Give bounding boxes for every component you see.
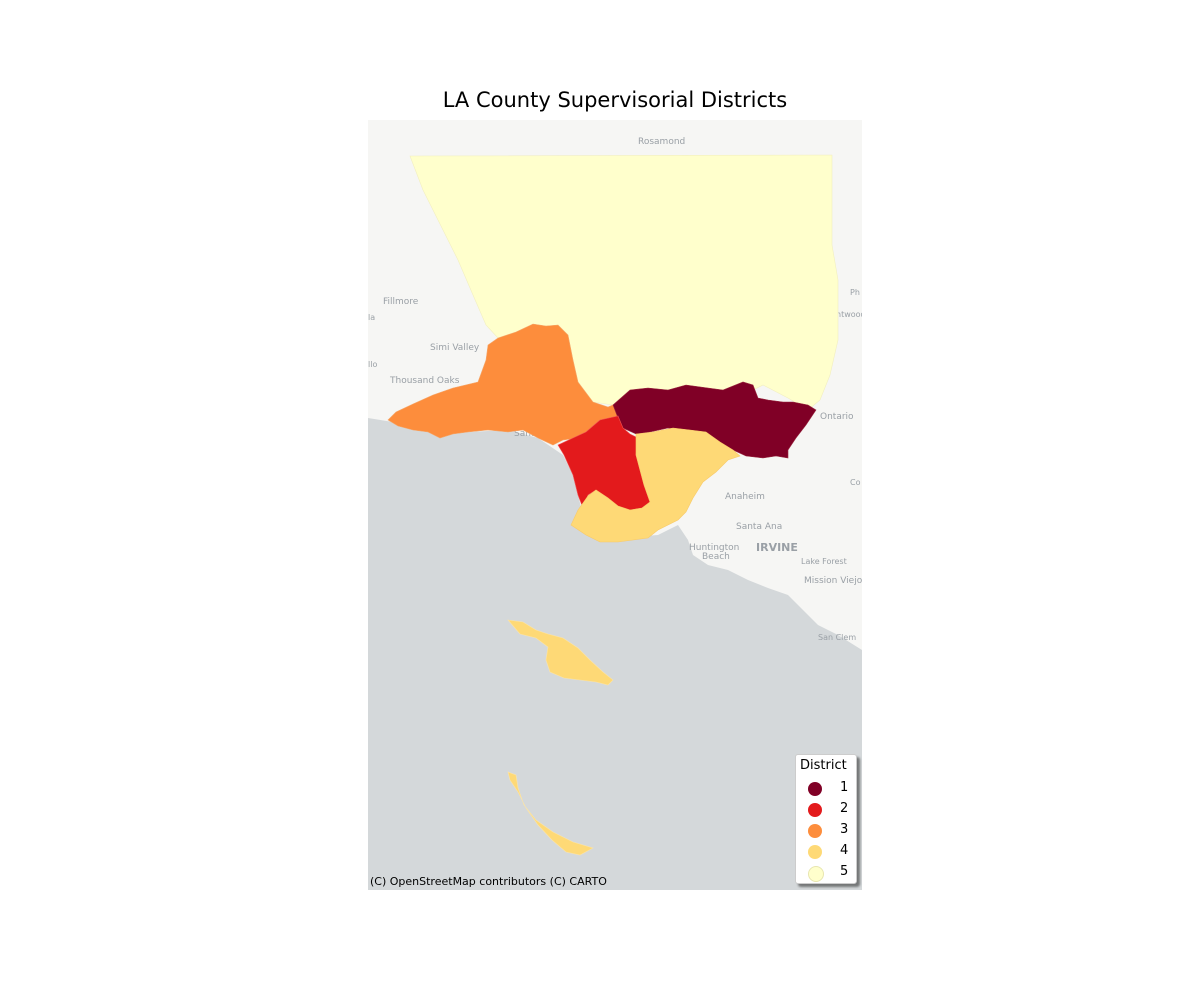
ocean	[368, 418, 862, 890]
label-co: Co	[850, 478, 861, 487]
legend-title: District	[800, 758, 847, 773]
san-clemente-island	[507, 771, 594, 856]
label-santa: Santa	[514, 429, 540, 439]
legend-marker-5	[808, 866, 824, 882]
map-canvas: Rosamond Fillmore Simi Valley Thousand O…	[368, 120, 862, 890]
label-llo: llo	[368, 360, 377, 369]
label-santa-ana: Santa Ana	[736, 522, 782, 532]
catalina-island	[507, 619, 614, 686]
label-san-clemente: San Clem	[818, 633, 856, 642]
legend-label-2: 2	[840, 801, 849, 816]
district-3-region	[387, 323, 631, 446]
legend-marker-1	[808, 782, 822, 796]
legend-item-1: 1	[808, 779, 852, 799]
legend-marker-3	[808, 824, 822, 838]
legend-label-5: 5	[840, 864, 849, 879]
label-la: la	[368, 313, 375, 322]
legend-marker-2	[808, 803, 822, 817]
label-ph: Ph	[850, 288, 860, 297]
map-title: LA County Supervisorial Districts	[442, 88, 788, 112]
label-rosamond: Rosamond	[638, 137, 685, 147]
legend-label-4: 4	[840, 843, 849, 858]
label-anaheim: Anaheim	[725, 492, 765, 502]
legend: District 1 2 3 4 5	[795, 754, 857, 884]
label-huntington: Huntington	[689, 543, 739, 553]
label-irvine: IRVINE	[756, 541, 798, 554]
district-4-region	[570, 427, 741, 543]
legend-item-5: 5	[808, 863, 852, 883]
label-lake-forest: Lake Forest	[801, 557, 847, 566]
label-thousand-oaks: Thousand Oaks	[389, 376, 460, 386]
label-simi-valley: Simi Valley	[430, 343, 480, 353]
legend-item-3: 3	[808, 821, 852, 841]
legend-item-2: 2	[808, 800, 852, 820]
map-attribution: (C) OpenStreetMap contributors (C) CARTO	[370, 875, 607, 888]
legend-item-4: 4	[808, 842, 852, 862]
legend-label-1: 1	[840, 780, 849, 795]
legend-label-3: 3	[840, 822, 849, 837]
label-ontario: Ontario	[820, 412, 854, 422]
legend-marker-4	[808, 845, 822, 859]
label-htwood: htwood	[836, 310, 862, 319]
label-beach: Beach	[702, 552, 730, 562]
label-mission-viejo: Mission Viejo	[804, 576, 862, 586]
label-fillmore: Fillmore	[383, 297, 419, 307]
